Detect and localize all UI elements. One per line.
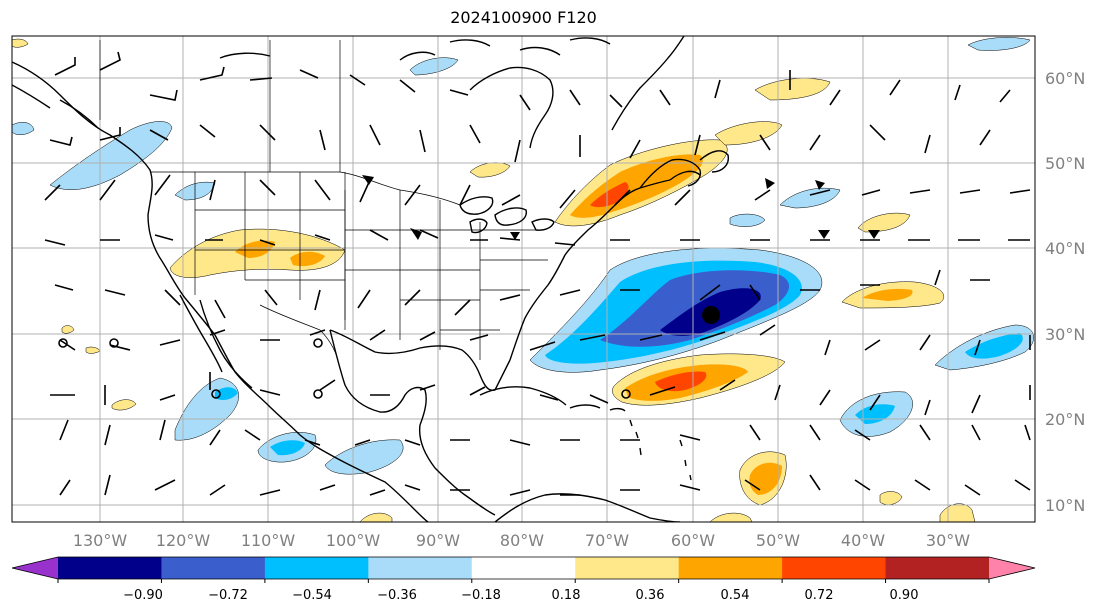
filled-contours bbox=[12, 37, 1034, 522]
colorbar-label: −0.54 bbox=[292, 588, 332, 603]
lat-label-10: 10°N bbox=[1045, 496, 1085, 515]
colorbar-segment bbox=[885, 557, 990, 579]
lat-label-60: 60°N bbox=[1045, 69, 1085, 88]
lon-label-80: 80°W bbox=[500, 531, 544, 550]
map-background bbox=[12, 36, 1035, 522]
colorbar-label: 0.54 bbox=[721, 588, 750, 603]
lon-label-100: 100°W bbox=[326, 531, 381, 550]
lon-label-90: 90°W bbox=[416, 531, 460, 550]
lon-label-50: 50°W bbox=[756, 531, 800, 550]
colorbar-segment bbox=[575, 557, 680, 579]
lon-label-40: 40°W bbox=[841, 531, 885, 550]
lon-label-70: 70°W bbox=[585, 531, 629, 550]
colorbar-label: 0.18 bbox=[552, 588, 581, 603]
colorbar bbox=[11, 556, 1036, 583]
colorbar-label: −0.18 bbox=[461, 588, 501, 603]
colorbar-labels: −0.90 −0.72 −0.54 −0.36 −0.18 0.18 0.36 … bbox=[123, 588, 918, 603]
negative-anomaly-pacific bbox=[49, 121, 173, 190]
colorbar-label: −0.36 bbox=[377, 588, 417, 603]
map-frame bbox=[11, 35, 1036, 523]
lat-label-40: 40°N bbox=[1045, 239, 1085, 258]
colorbar-segment bbox=[58, 557, 162, 579]
colorbar-label: 0.72 bbox=[805, 588, 834, 603]
lon-label-30: 30°W bbox=[926, 531, 970, 550]
lat-label-50: 50°N bbox=[1045, 154, 1085, 173]
lat-label-20: 20°N bbox=[1045, 410, 1085, 429]
colorbar-segment bbox=[161, 557, 266, 579]
coastlines bbox=[12, 36, 729, 522]
lon-label-60: 60°W bbox=[671, 531, 715, 550]
wind-pennants bbox=[362, 175, 880, 240]
map-title: 2024100900 F120 bbox=[450, 8, 597, 27]
lat-label-30: 30°N bbox=[1045, 325, 1085, 344]
longitude-labels: 130°W 120°W 110°W 100°W 90°W 80°W 70°W 6… bbox=[73, 531, 970, 550]
colorbar-segment bbox=[471, 557, 576, 579]
lon-label-110: 110°W bbox=[241, 531, 296, 550]
lon-label-120: 120°W bbox=[156, 531, 211, 550]
storm-center-marker bbox=[702, 306, 720, 324]
colorbar-label: −0.90 bbox=[123, 588, 163, 603]
colorbar-under-triangle bbox=[12, 557, 58, 579]
gridlines bbox=[12, 36, 1035, 522]
colorbar-label: 0.36 bbox=[636, 588, 665, 603]
latitude-labels: 60°N 50°N 40°N 30°N 20°N 10°N bbox=[1045, 69, 1085, 515]
colorbar-segment bbox=[264, 557, 369, 579]
colorbar-segment bbox=[678, 557, 783, 579]
colorbar-label: −0.72 bbox=[208, 588, 248, 603]
wind-barbs bbox=[44, 51, 1031, 496]
lon-label-130: 130°W bbox=[73, 531, 128, 550]
colorbar-segment bbox=[368, 557, 473, 579]
colorbar-over-triangle bbox=[989, 557, 1035, 579]
colorbar-segment bbox=[782, 557, 887, 579]
colorbar-label: 0.90 bbox=[890, 588, 919, 603]
